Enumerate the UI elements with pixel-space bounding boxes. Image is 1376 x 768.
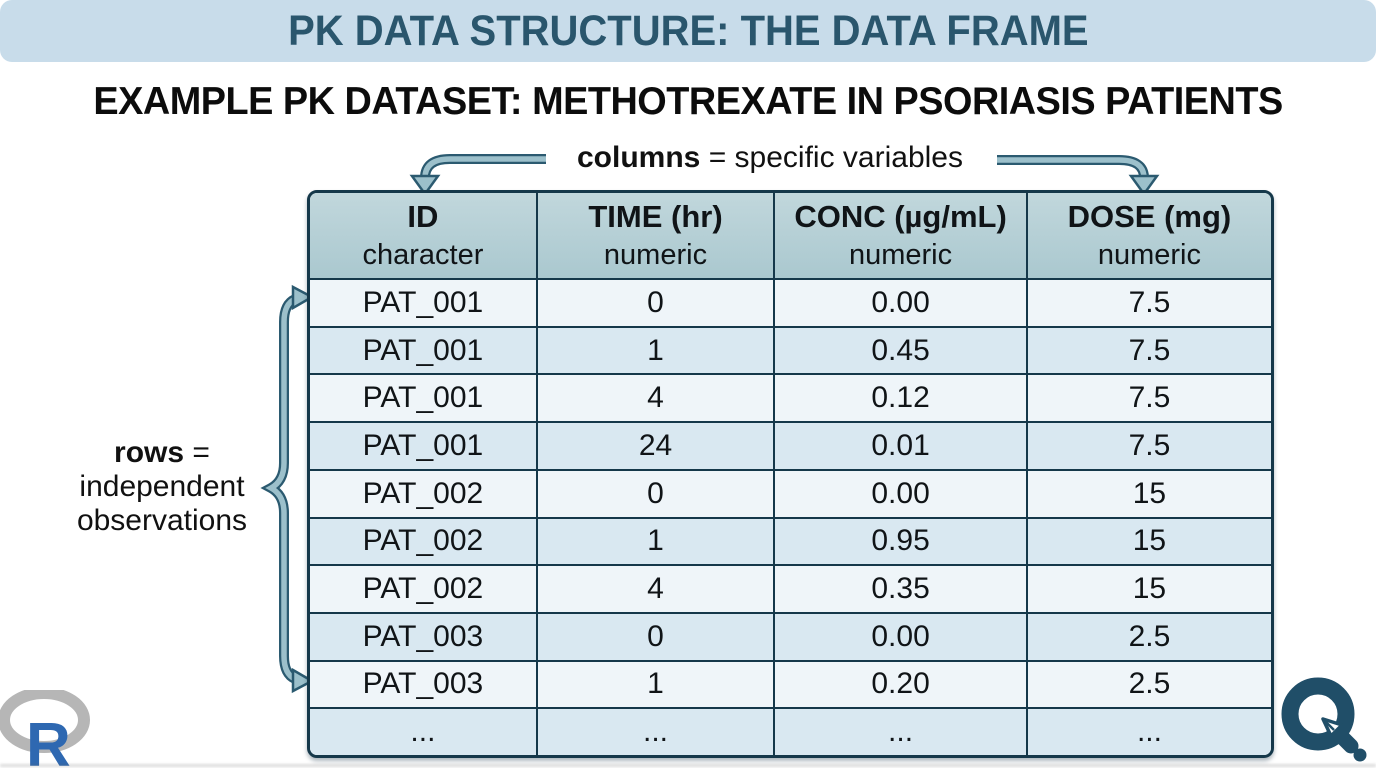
table-cell: PAT_001 <box>362 333 484 367</box>
slide-title: PK DATA STRUCTURE: THE DATA FRAME <box>287 6 1089 55</box>
table-row: PAT_002 4 0.35 15 <box>310 564 1271 612</box>
table-cell: 2.5 <box>1025 661 1271 708</box>
table-cell: 0 <box>535 470 773 517</box>
table-header-row: ID character TIME (hr) numeric CONC (µg/… <box>310 193 1271 278</box>
table-cell: 7.5 <box>1025 423 1271 469</box>
column-header-conc: CONC (µg/mL) numeric <box>773 193 1026 278</box>
table-cell: 0.12 <box>773 375 1026 422</box>
table-row: PAT_003 1 0.20 2.5 <box>310 659 1271 708</box>
table-cell: 15 <box>1025 566 1271 612</box>
columns-annotation-term: columns <box>577 141 701 174</box>
svg-text:R: R <box>26 711 71 768</box>
table-cell: 0.00 <box>773 470 1026 517</box>
table-cell: 4 <box>535 375 773 422</box>
data-frame-table: ID character TIME (hr) numeric CONC (µg/… <box>307 190 1274 758</box>
column-header-time: TIME (hr) numeric <box>535 193 773 278</box>
table-cell: PAT_002 <box>362 476 484 510</box>
table-cell: PAT_001 <box>362 428 484 462</box>
table-row: PAT_001 24 0.01 7.5 <box>310 421 1271 469</box>
table-cell: 24 <box>535 423 773 469</box>
columns-annotation: columns = specific variables <box>420 141 1120 175</box>
table-cell: 7.5 <box>1025 375 1271 422</box>
table-cell: 0 <box>535 613 773 660</box>
table-cell: 1 <box>535 661 773 708</box>
rows-annotation-line3: observations <box>76 504 248 537</box>
table-cell: PAT_003 <box>362 667 484 701</box>
slide-subtitle: EXAMPLE PK DATASET: METHOTREXATE IN PSOR… <box>93 80 1283 123</box>
table-cell: PAT_002 <box>362 572 484 606</box>
table-cell: 0.45 <box>773 327 1026 374</box>
table-cell: PAT_001 <box>362 285 484 319</box>
table-cell: 7.5 <box>1025 327 1271 374</box>
table-cell: 0.35 <box>773 566 1026 612</box>
table-cell: 0 <box>535 280 773 326</box>
table-row: PAT_002 0 0.00 15 <box>310 468 1271 517</box>
table-cell: 0.00 <box>773 280 1026 326</box>
slide-subtitle-wrap: EXAMPLE PK DATASET: METHOTREXATE IN PSOR… <box>0 80 1376 124</box>
r-logo-icon: R <box>0 690 90 768</box>
table-row: PAT_002 1 0.95 15 <box>310 516 1271 565</box>
table-row: PAT_001 1 0.45 7.5 <box>310 325 1271 374</box>
table-cell: 0.01 <box>773 423 1026 469</box>
table-cell: ... <box>1025 709 1271 755</box>
table-cell: PAT_003 <box>362 619 484 653</box>
table-row: PAT_003 0 0.00 2.5 <box>310 611 1271 660</box>
rows-annotation-line2: independent <box>79 470 245 503</box>
table-cell: 0.20 <box>773 661 1026 708</box>
rows-annotation: rows = independent observations <box>38 436 286 538</box>
table-cell: PAT_001 <box>362 381 484 415</box>
column-header-dose: DOSE (mg) numeric <box>1025 193 1271 278</box>
table-cell: 7.5 <box>1025 280 1271 326</box>
table-cell: 1 <box>535 518 773 565</box>
table-cell: 15 <box>1025 518 1271 565</box>
table-row: PAT_001 0 0.00 7.5 <box>310 278 1271 326</box>
table-cell: 0.00 <box>773 613 1026 660</box>
column-header-id: ID character <box>362 198 484 271</box>
table-cell: PAT_002 <box>362 524 484 558</box>
bottom-artifact-strip <box>0 764 1376 767</box>
rows-annotation-line1: rows = <box>114 436 210 469</box>
table-cell: ... <box>410 715 436 749</box>
title-band: PK DATA STRUCTURE: THE DATA FRAME <box>0 0 1376 62</box>
table-cell: 4 <box>535 566 773 612</box>
table-cell: 1 <box>535 327 773 374</box>
table-row: PAT_001 4 0.12 7.5 <box>310 373 1271 422</box>
q-pen-logo-icon <box>1281 677 1367 762</box>
table-cell: 2.5 <box>1025 613 1271 660</box>
table-row-ellipsis: ... ... ... ... <box>310 707 1271 755</box>
table-cell: 0.95 <box>773 518 1026 565</box>
table-cell: 15 <box>1025 470 1271 517</box>
columns-annotation-rest: = specific variables <box>700 141 963 174</box>
table-cell: ... <box>535 709 773 755</box>
table-cell: ... <box>773 709 1026 755</box>
